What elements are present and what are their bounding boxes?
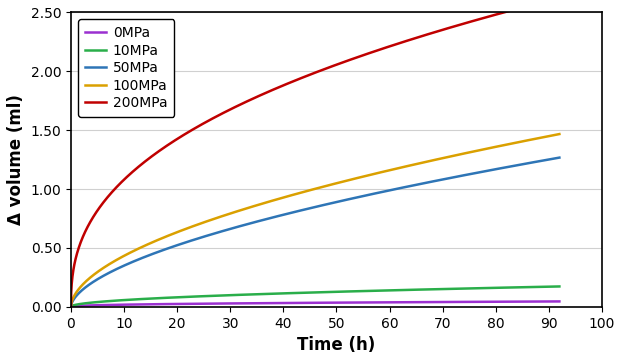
Line: 100MPa: 100MPa — [71, 134, 559, 307]
Line: 0MPa: 0MPa — [71, 301, 559, 307]
200MPa — [542, 0, 549, 4]
200MPa — [92, 210, 100, 215]
50MPa — [305, 206, 312, 211]
100MPa — [92, 271, 100, 275]
200MPa — [305, 73, 312, 77]
10MPa — [92, 300, 100, 304]
200MPa — [541, 0, 549, 4]
10MPa — [67, 305, 75, 309]
50MPa — [452, 175, 459, 179]
50MPa — [92, 278, 100, 282]
100MPa — [542, 135, 549, 139]
0MPa — [541, 299, 549, 304]
10MPa — [555, 284, 563, 288]
100MPa — [555, 132, 563, 136]
50MPa — [541, 158, 549, 162]
0MPa — [305, 301, 312, 305]
10MPa — [305, 291, 312, 295]
50MPa — [67, 305, 75, 309]
Line: 10MPa: 10MPa — [71, 286, 559, 307]
50MPa — [542, 158, 549, 162]
0MPa — [292, 301, 299, 305]
50MPa — [555, 156, 563, 160]
100MPa — [292, 192, 299, 196]
100MPa — [67, 305, 75, 309]
0MPa — [555, 299, 563, 304]
200MPa — [292, 78, 299, 83]
10MPa — [542, 284, 549, 289]
100MPa — [305, 188, 312, 193]
100MPa — [452, 153, 459, 157]
0MPa — [92, 303, 100, 308]
Legend: 0MPa, 10MPa, 50MPa, 100MPa, 200MPa: 0MPa, 10MPa, 50MPa, 100MPa, 200MPa — [78, 19, 174, 117]
0MPa — [542, 299, 549, 304]
0MPa — [452, 300, 459, 304]
X-axis label: Time (h): Time (h) — [297, 336, 376, 354]
50MPa — [292, 210, 299, 214]
Line: 50MPa: 50MPa — [71, 158, 559, 307]
200MPa — [67, 305, 75, 309]
Line: 200MPa: 200MPa — [71, 0, 559, 307]
0MPa — [67, 305, 75, 309]
200MPa — [452, 24, 459, 28]
Y-axis label: Δ volume (ml): Δ volume (ml) — [7, 94, 25, 225]
10MPa — [452, 287, 459, 291]
10MPa — [292, 291, 299, 295]
100MPa — [541, 135, 549, 139]
10MPa — [541, 284, 549, 289]
